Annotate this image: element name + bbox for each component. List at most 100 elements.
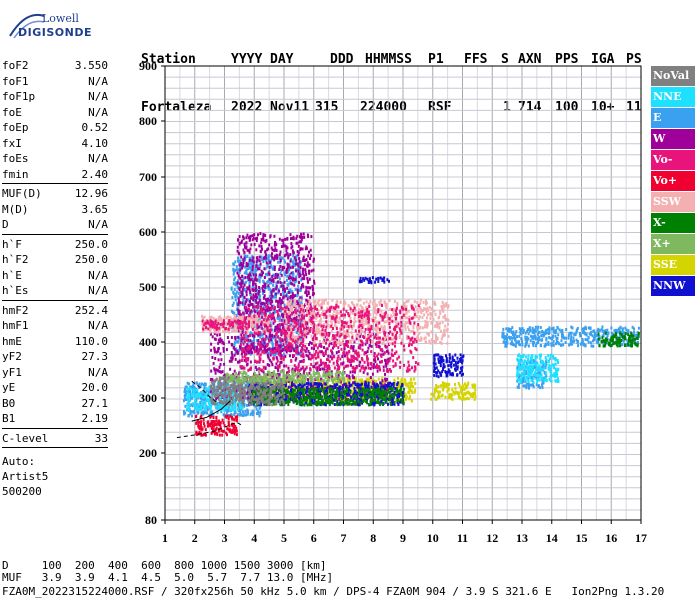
data-point bbox=[375, 333, 378, 336]
data-point bbox=[301, 277, 304, 281]
data-point bbox=[530, 354, 533, 358]
data-point bbox=[304, 270, 307, 274]
data-point bbox=[241, 301, 244, 305]
data-point bbox=[474, 388, 477, 392]
data-point bbox=[624, 326, 627, 330]
data-point bbox=[275, 341, 278, 345]
data-point bbox=[276, 351, 279, 355]
data-point bbox=[374, 305, 377, 309]
data-point bbox=[547, 341, 550, 344]
data-point bbox=[249, 317, 252, 321]
data-point bbox=[233, 397, 235, 401]
data-point bbox=[234, 314, 236, 318]
data-point bbox=[252, 296, 255, 300]
data-point bbox=[238, 270, 241, 274]
data-point bbox=[335, 335, 337, 339]
data-point bbox=[268, 363, 271, 367]
data-point bbox=[539, 356, 542, 360]
data-point bbox=[296, 234, 299, 238]
data-point bbox=[341, 338, 344, 342]
data-point bbox=[268, 254, 271, 258]
data-point bbox=[284, 273, 287, 277]
data-point bbox=[298, 281, 300, 284]
data-point bbox=[211, 377, 214, 381]
data-point bbox=[282, 242, 285, 246]
data-point bbox=[235, 322, 238, 326]
data-point bbox=[308, 271, 311, 275]
data-point bbox=[251, 238, 254, 242]
data-point bbox=[372, 366, 375, 370]
data-point bbox=[356, 335, 359, 339]
data-point bbox=[277, 291, 280, 295]
data-point bbox=[258, 278, 261, 282]
data-point bbox=[572, 336, 575, 340]
data-point bbox=[457, 393, 460, 397]
data-point bbox=[436, 337, 439, 341]
data-point bbox=[288, 312, 290, 316]
data-point bbox=[279, 272, 282, 275]
data-point bbox=[236, 245, 239, 249]
data-point bbox=[553, 330, 556, 334]
data-point bbox=[215, 397, 218, 401]
data-point bbox=[249, 310, 252, 314]
data-point bbox=[435, 397, 438, 401]
data-point bbox=[237, 315, 240, 319]
data-point bbox=[532, 383, 534, 387]
data-point bbox=[217, 346, 220, 350]
data-point bbox=[313, 281, 316, 285]
data-point bbox=[268, 335, 271, 339]
data-point bbox=[263, 341, 266, 345]
data-point bbox=[554, 334, 557, 338]
param-row: yE 20.0 bbox=[2, 380, 108, 396]
data-point bbox=[442, 315, 445, 319]
data-point bbox=[447, 396, 450, 400]
data-point bbox=[247, 411, 249, 415]
data-point bbox=[246, 382, 249, 386]
data-point bbox=[272, 321, 275, 325]
data-point bbox=[253, 299, 256, 302]
data-point bbox=[272, 347, 274, 351]
data-point bbox=[278, 277, 281, 281]
data-point bbox=[557, 377, 559, 381]
data-point bbox=[191, 396, 194, 400]
data-point bbox=[529, 339, 532, 343]
data-point bbox=[621, 329, 624, 332]
data-point bbox=[273, 334, 276, 338]
data-point bbox=[264, 258, 267, 262]
data-point bbox=[370, 377, 373, 381]
data-point bbox=[534, 371, 537, 375]
data-point bbox=[352, 345, 355, 349]
data-point bbox=[264, 267, 267, 271]
data-point bbox=[302, 257, 305, 261]
data-point bbox=[375, 320, 378, 324]
data-point bbox=[354, 320, 357, 323]
data-point bbox=[253, 327, 256, 331]
data-point bbox=[298, 240, 301, 244]
data-point bbox=[282, 290, 285, 294]
param-divider bbox=[2, 299, 108, 301]
data-point bbox=[252, 282, 254, 286]
data-point bbox=[256, 295, 258, 299]
data-point bbox=[198, 386, 201, 390]
data-point bbox=[192, 381, 195, 385]
data-point bbox=[536, 332, 539, 336]
data-point bbox=[401, 381, 404, 385]
data-point bbox=[293, 298, 296, 302]
data-point bbox=[212, 413, 215, 416]
data-point bbox=[303, 274, 306, 278]
data-point bbox=[445, 385, 448, 389]
data-point bbox=[312, 257, 315, 261]
data-point bbox=[235, 389, 238, 393]
data-point bbox=[259, 340, 262, 344]
data-point bbox=[251, 234, 254, 238]
data-point bbox=[298, 272, 301, 276]
data-point bbox=[378, 330, 381, 334]
data-point bbox=[351, 383, 354, 387]
data-point bbox=[292, 272, 295, 276]
data-point bbox=[260, 241, 263, 245]
data-point bbox=[217, 349, 220, 353]
data-point bbox=[545, 336, 548, 340]
data-point bbox=[505, 339, 508, 343]
data-point bbox=[243, 256, 246, 260]
data-point bbox=[568, 332, 571, 336]
